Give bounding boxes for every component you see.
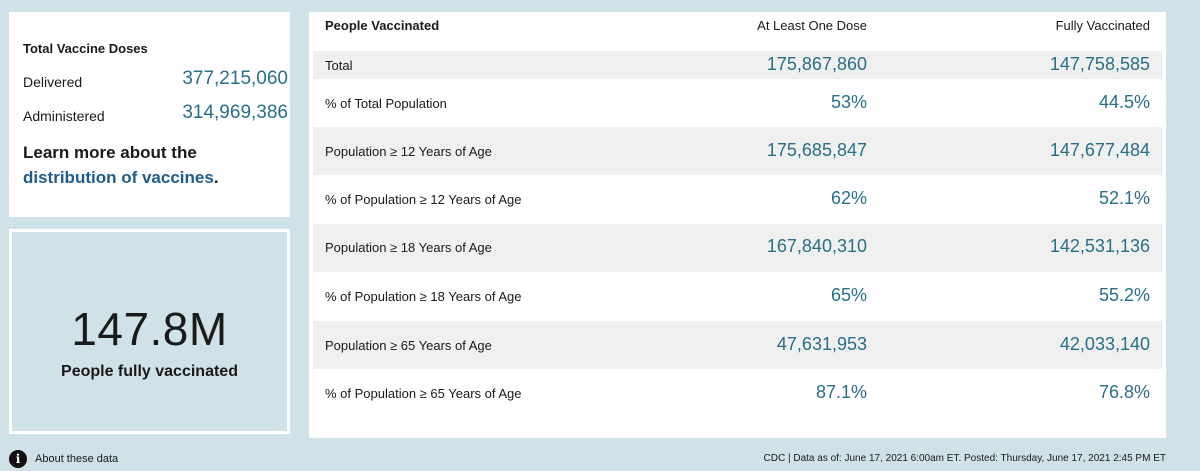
administered-label: Administered [23, 108, 105, 124]
row-at-least-one-value: 175,867,860 [766, 54, 867, 74]
row-fully-vaccinated-value: 42,033,140 [1059, 334, 1150, 354]
row-label: % of Total Population [325, 96, 447, 111]
row-at-least-one-value: 87.1% [815, 382, 867, 402]
distribution-of-vaccines-link[interactable]: distribution of vaccines [23, 168, 214, 187]
administered-value: 314,969,386 [182, 102, 288, 123]
row-at-least-one-value: 175,685,847 [766, 140, 867, 160]
table-row: % of Population ≥ 18 Years of Age 65% 55… [313, 272, 1162, 321]
delivered-label: Delivered [23, 74, 83, 90]
people-vaccinated-table: People Vaccinated At Least One Dose Full… [309, 12, 1166, 438]
row-fully-vaccinated-value: 147,758,585 [1049, 54, 1150, 74]
row-label: Population ≥ 65 Years of Age [325, 338, 492, 353]
row-at-least-one-value: 53% [830, 92, 867, 112]
row-fully-vaccinated-value: 76.8% [1098, 382, 1150, 402]
row-fully-vaccinated-value: 52.1% [1098, 188, 1150, 208]
row-label: % of Population ≥ 12 Years of Age [325, 192, 522, 207]
table-row: Total 175,867,860 147,758,585 [313, 51, 1162, 79]
row-label: Population ≥ 12 Years of Age [325, 144, 492, 159]
info-icon[interactable]: i [9, 450, 27, 468]
delivered-row: Delivered 377,215,060 [23, 68, 288, 96]
row-label: % of Population ≥ 65 Years of Age [325, 386, 522, 401]
row-fully-vaccinated-value: 44.5% [1098, 92, 1150, 112]
people-fully-vaccinated-card: 147.8M People fully vaccinated [9, 229, 290, 434]
table-row: % of Total Population 53% 44.5% [313, 79, 1162, 127]
fully-vaccinated-total: 147.8M [71, 303, 228, 355]
table-header: People Vaccinated At Least One Dose Full… [309, 12, 1166, 50]
row-label: % of Population ≥ 18 Years of Age [325, 289, 522, 304]
row-fully-vaccinated-value: 142,531,136 [1049, 236, 1150, 256]
row-at-least-one-value: 47,631,953 [776, 334, 867, 354]
row-at-least-one-value: 65% [830, 285, 867, 305]
row-label: Population ≥ 18 Years of Age [325, 240, 492, 255]
row-at-least-one-value: 62% [830, 188, 867, 208]
fully-vaccinated-caption: People fully vaccinated [61, 363, 238, 380]
row-fully-vaccinated-value: 147,677,484 [1049, 140, 1150, 160]
administered-row: Administered 314,969,386 [23, 102, 288, 130]
data-source-note: CDC | Data as of: June 17, 2021 6:00am E… [763, 453, 1166, 464]
header-at-least-one-dose: At Least One Dose [757, 18, 867, 33]
row-label: Total [325, 58, 353, 73]
table-row: % of Population ≥ 12 Years of Age 62% 52… [313, 175, 1162, 224]
learn-more-text: Learn more about the distribution of vac… [23, 140, 283, 190]
about-these-data-label[interactable]: About these data [35, 453, 119, 465]
table-row: % of Population ≥ 65 Years of Age 87.1% … [313, 369, 1162, 417]
total-vaccine-doses-card: Total Vaccine Doses Delivered 377,215,06… [9, 12, 290, 217]
doses-title: Total Vaccine Doses [23, 41, 148, 56]
table-row: Population ≥ 18 Years of Age 167,840,310… [313, 224, 1162, 272]
delivered-value: 377,215,060 [182, 68, 288, 89]
header-fully-vaccinated: Fully Vaccinated [1055, 18, 1150, 33]
row-at-least-one-value: 167,840,310 [766, 236, 867, 256]
learn-more-suffix: . [213, 168, 219, 187]
learn-more-prefix: Learn more about the [23, 143, 197, 162]
table-row: Population ≥ 12 Years of Age 175,685,847… [313, 127, 1162, 175]
header-people-vaccinated: People Vaccinated [325, 18, 440, 33]
table-row: Population ≥ 65 Years of Age 47,631,953 … [313, 321, 1162, 369]
about-these-data[interactable]: i About these data [9, 450, 118, 468]
row-fully-vaccinated-value: 55.2% [1098, 285, 1150, 305]
